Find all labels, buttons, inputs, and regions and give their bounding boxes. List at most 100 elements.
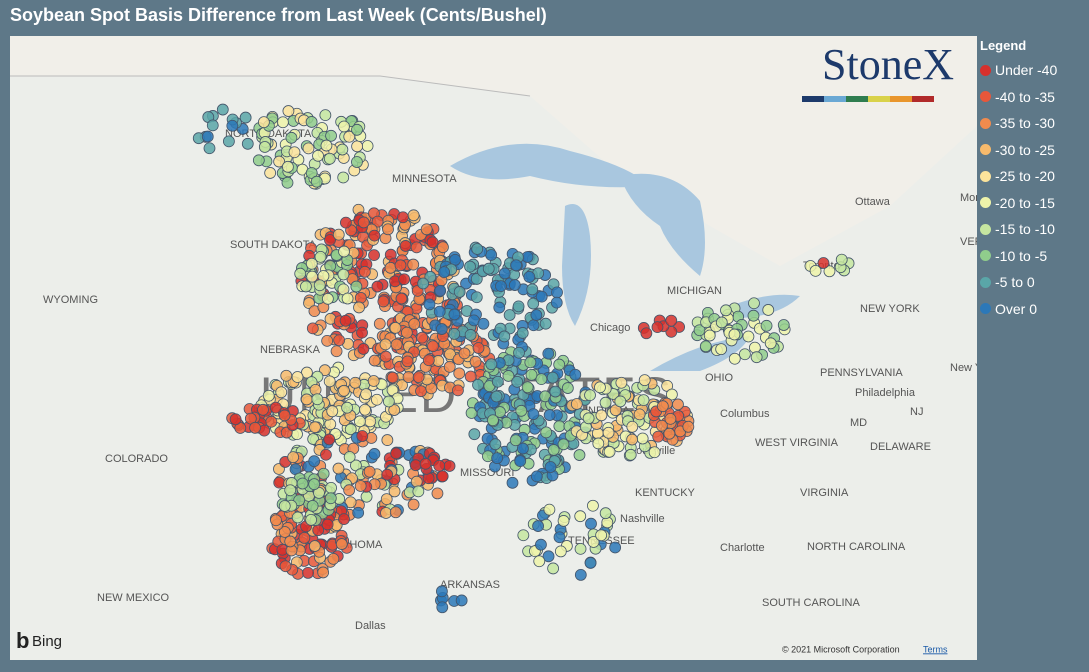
map-point — [353, 301, 365, 314]
map-point — [321, 292, 334, 305]
map-point — [436, 470, 449, 483]
map-point — [614, 395, 627, 408]
place-label: VIRGINIA — [800, 487, 849, 499]
legend-item: -25 to -20 — [980, 163, 1057, 190]
map-point — [311, 393, 324, 406]
legend-label: Under -40 — [995, 62, 1058, 79]
map-point — [453, 367, 466, 380]
map-point — [584, 389, 596, 402]
map-point — [672, 398, 684, 411]
map-point — [595, 529, 608, 542]
map-point — [509, 434, 522, 447]
map-point — [448, 328, 461, 340]
map-point — [437, 241, 449, 254]
place-label: Montreal — [960, 192, 977, 204]
map-point — [665, 314, 678, 327]
map-point — [603, 445, 616, 458]
map-point — [444, 348, 456, 361]
map-point — [351, 123, 363, 136]
map-point — [287, 451, 300, 464]
map-point — [747, 309, 760, 322]
map-point — [333, 334, 346, 347]
map-point — [542, 550, 555, 563]
map-point — [651, 321, 664, 334]
map-point — [427, 340, 439, 353]
map-point — [431, 487, 444, 500]
map-point — [663, 427, 676, 440]
map-point — [280, 369, 293, 382]
map-point — [300, 280, 312, 293]
map-point — [472, 378, 484, 391]
bing-icon: b — [16, 628, 29, 653]
map-point — [308, 455, 321, 468]
map-point — [471, 243, 484, 255]
map-point — [300, 393, 313, 406]
map-point — [436, 601, 449, 614]
map-point — [317, 467, 330, 480]
map-point — [410, 241, 423, 254]
map-point — [320, 448, 332, 461]
legend-swatch — [980, 303, 991, 315]
map-point — [407, 498, 420, 511]
map-point — [356, 326, 368, 339]
map-point — [402, 371, 415, 383]
place-label: WEST VIRGINIA — [755, 437, 839, 449]
map-point — [305, 513, 317, 526]
place-label: ARKANSAS — [440, 579, 500, 591]
provider: Bing — [32, 633, 62, 650]
logo-text: StoneX — [822, 40, 954, 89]
map-point — [407, 258, 420, 271]
map-point — [343, 130, 356, 143]
legend-label: -20 to -15 — [995, 194, 1055, 211]
map-point — [203, 142, 216, 155]
map-point — [599, 507, 612, 520]
map-point — [738, 348, 751, 361]
map-point — [521, 381, 534, 394]
map-point — [636, 432, 649, 445]
map-point — [325, 129, 337, 142]
map-point — [389, 506, 402, 519]
terms-link[interactable]: Terms — [923, 644, 948, 654]
map-point — [615, 376, 628, 389]
map-point — [638, 374, 651, 387]
map-point — [665, 388, 678, 401]
map-point — [281, 176, 294, 189]
map-point — [309, 421, 321, 434]
map-point — [390, 447, 403, 460]
map-point — [321, 334, 334, 347]
map-point — [337, 171, 350, 184]
legend-swatch — [980, 276, 991, 288]
legend-item: Over 0 — [980, 296, 1057, 323]
map-point — [817, 257, 830, 269]
map-point — [379, 350, 392, 363]
map-point — [357, 343, 370, 355]
map-point — [594, 381, 606, 394]
map-point — [337, 268, 350, 281]
map-point — [381, 468, 394, 481]
map-point — [363, 465, 376, 478]
map-point — [284, 535, 297, 548]
map-point — [574, 542, 587, 555]
map-point — [574, 569, 587, 581]
map-point — [291, 371, 304, 383]
map-point — [298, 532, 311, 544]
map-point — [750, 351, 763, 364]
place-label: MD — [850, 417, 867, 429]
legend-label: -10 to -5 — [995, 247, 1048, 264]
map-point — [415, 385, 427, 398]
map-point — [319, 109, 332, 122]
map-point — [279, 560, 292, 573]
map-point — [278, 500, 291, 512]
legend-swatch — [980, 250, 991, 262]
place-label: NEBRASKA — [260, 344, 321, 356]
map-point — [371, 393, 383, 406]
map-point — [540, 426, 553, 439]
place-label: MICHIGAN — [667, 285, 722, 297]
map-point — [539, 317, 552, 330]
copyright: © 2021 Microsoft Corporation — [782, 644, 900, 654]
map-point — [420, 223, 433, 236]
map-point — [269, 401, 282, 414]
map-point — [278, 409, 291, 422]
map-point — [748, 341, 761, 354]
map-point — [308, 540, 321, 552]
